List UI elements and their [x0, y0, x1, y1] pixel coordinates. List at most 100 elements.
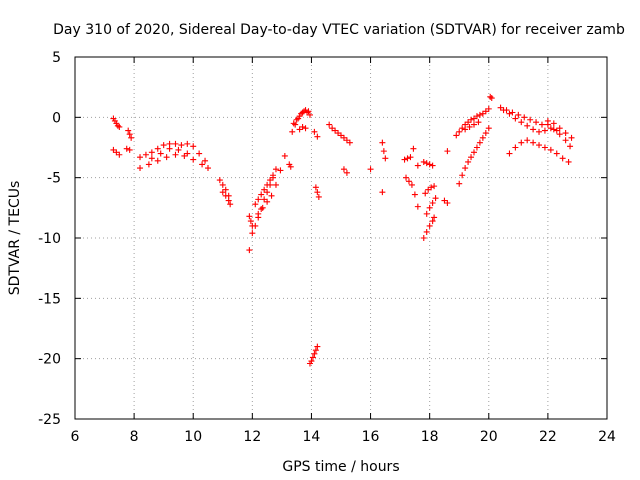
- series-arc-9: [219, 189, 234, 208]
- data-point: [506, 150, 513, 157]
- data-point: [379, 189, 386, 196]
- y-tick-label: -20: [38, 352, 61, 368]
- data-point: [512, 115, 519, 122]
- data-point: [225, 197, 232, 204]
- series-arc-41: [487, 93, 495, 102]
- data-point: [255, 196, 262, 203]
- series-arc-33: [422, 183, 438, 197]
- data-point: [267, 177, 274, 184]
- data-point: [459, 125, 466, 132]
- data-point: [429, 200, 436, 207]
- series-arc-26: [379, 189, 386, 196]
- series-arc-1: [110, 115, 123, 130]
- data-point: [541, 127, 548, 134]
- data-point: [550, 126, 557, 133]
- data-point: [293, 116, 300, 123]
- series-arc-24: [367, 166, 374, 173]
- series-arc-29: [410, 145, 417, 152]
- data-point: [512, 144, 519, 151]
- data-point: [485, 125, 492, 132]
- data-point: [145, 161, 152, 168]
- data-point: [343, 169, 350, 176]
- data-point: [456, 180, 463, 187]
- data-point: [475, 119, 482, 126]
- data-point: [468, 154, 475, 161]
- x-tick-label: 22: [539, 429, 557, 445]
- data-point: [219, 189, 226, 196]
- data-point: [309, 354, 316, 361]
- series-arc-34: [420, 214, 438, 241]
- data-point: [137, 154, 144, 161]
- data-point: [462, 165, 469, 172]
- y-axis-label: SDTVAR / TECUs: [7, 181, 23, 296]
- series-arc-42: [497, 104, 575, 141]
- data-point: [444, 148, 451, 155]
- y-tick-label: 5: [52, 50, 61, 66]
- data-point: [530, 139, 537, 146]
- data-point: [538, 121, 545, 128]
- data-point: [258, 191, 265, 198]
- data-point: [533, 119, 540, 126]
- data-point: [541, 144, 548, 151]
- series-arc-38: [453, 105, 492, 139]
- data-point: [562, 137, 569, 144]
- data-point: [227, 201, 234, 208]
- data-point: [184, 150, 191, 157]
- data-point: [482, 130, 489, 137]
- x-axis-label: GPS time / hours: [282, 459, 399, 475]
- data-point: [423, 160, 430, 167]
- data-point: [154, 157, 161, 164]
- grid: [75, 57, 607, 419]
- series-arc-30: [411, 191, 421, 210]
- data-point: [530, 126, 537, 133]
- data-point: [340, 166, 347, 173]
- data-point: [247, 218, 254, 225]
- x-tick-label: 12: [243, 429, 261, 445]
- data-point: [289, 128, 296, 135]
- data-point: [367, 166, 374, 173]
- data-point: [306, 111, 313, 118]
- data-point: [184, 140, 191, 147]
- data-point: [521, 114, 528, 121]
- data-point: [432, 195, 439, 202]
- data-point: [414, 162, 421, 169]
- data-point: [311, 128, 318, 135]
- data-point: [249, 230, 256, 237]
- data-point: [137, 165, 144, 172]
- data-point: [272, 166, 279, 173]
- data-point: [259, 204, 266, 211]
- data-point: [380, 148, 387, 155]
- series-arc-17: [290, 107, 312, 127]
- data-point: [468, 116, 475, 123]
- data-point: [160, 142, 167, 149]
- data-point: [565, 158, 572, 165]
- data-point: [315, 193, 322, 200]
- data-point: [473, 113, 480, 120]
- data-point: [287, 163, 294, 170]
- series-arc-10: [246, 213, 256, 229]
- y-tick-label: -10: [38, 231, 61, 247]
- data-point: [476, 111, 483, 118]
- data-point: [536, 142, 543, 149]
- data-point: [326, 121, 333, 128]
- series-arc-7: [148, 145, 191, 162]
- data-point: [246, 213, 253, 220]
- data-points: [110, 93, 575, 367]
- data-point: [246, 247, 253, 254]
- series-arc-11: [246, 247, 253, 254]
- data-point: [485, 105, 492, 112]
- data-point: [222, 192, 229, 199]
- data-point: [488, 95, 495, 102]
- data-point: [527, 116, 534, 123]
- data-point: [420, 158, 427, 165]
- data-point: [547, 146, 554, 153]
- axis-ticks: 6 8 10 12 14 16 18 20 22 24 5 0 -5 -10 -15 -20 -25: [38, 50, 616, 445]
- series-arc-28: [403, 174, 415, 188]
- data-point: [175, 146, 182, 153]
- data-point: [568, 134, 575, 141]
- data-point: [559, 155, 566, 162]
- series-arc-31: [414, 162, 421, 169]
- data-point: [166, 145, 173, 152]
- data-point: [465, 158, 472, 165]
- data-point: [302, 125, 309, 132]
